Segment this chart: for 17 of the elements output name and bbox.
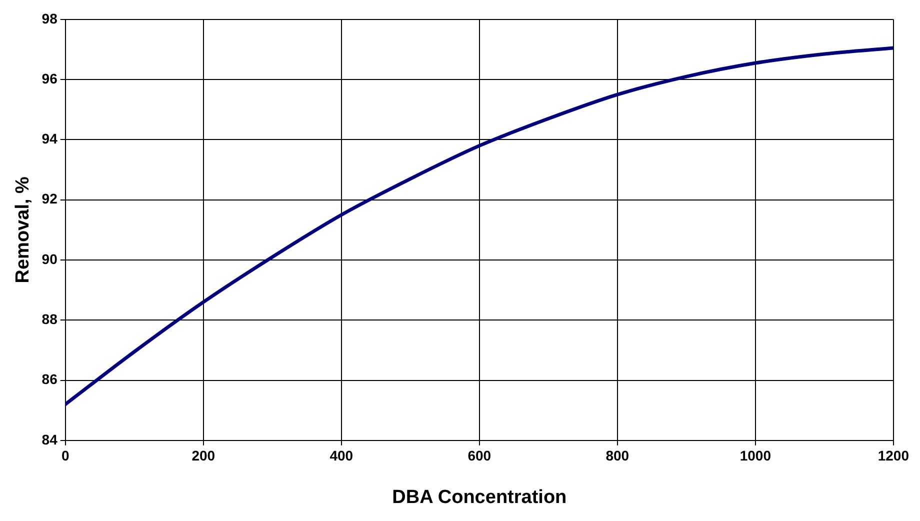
y-tick-label: 98 <box>42 10 58 26</box>
x-tick-label: 800 <box>606 448 630 464</box>
y-tick-label: 92 <box>42 190 58 207</box>
y-tick-label: 84 <box>42 431 58 448</box>
y-axis-title: Removal, % <box>12 176 34 284</box>
y-tick-label: 88 <box>42 310 58 327</box>
x-tick-label: 200 <box>192 448 216 464</box>
x-tick-label: 600 <box>468 448 492 464</box>
y-tick-label: 96 <box>42 70 58 86</box>
x-tick-label: 0 <box>61 448 70 464</box>
y-tick-label: 94 <box>42 130 58 147</box>
x-axis-title: DBA Concentration <box>392 486 567 508</box>
y-tick-label: 90 <box>42 250 58 267</box>
x-tick-label: 400 <box>330 448 354 464</box>
y-tick-label: 86 <box>42 371 58 388</box>
x-tick-label: 1200 <box>878 448 910 464</box>
x-tick-label: 1000 <box>740 448 772 464</box>
